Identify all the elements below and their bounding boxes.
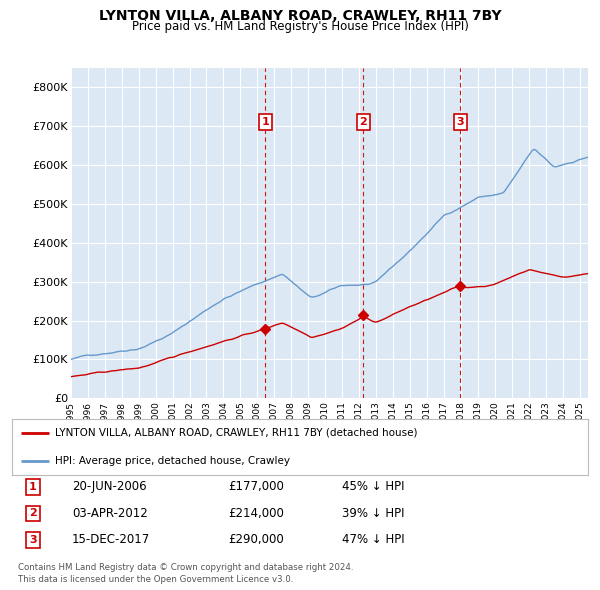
Text: LYNTON VILLA, ALBANY ROAD, CRAWLEY, RH11 7BY (detached house): LYNTON VILLA, ALBANY ROAD, CRAWLEY, RH11… xyxy=(55,428,418,438)
Text: This data is licensed under the Open Government Licence v3.0.: This data is licensed under the Open Gov… xyxy=(18,575,293,584)
Text: 2: 2 xyxy=(359,117,367,127)
Text: 1: 1 xyxy=(29,482,37,491)
Text: 20-JUN-2006: 20-JUN-2006 xyxy=(72,480,146,493)
Text: 15-DEC-2017: 15-DEC-2017 xyxy=(72,533,150,546)
Text: 3: 3 xyxy=(457,117,464,127)
Text: 1: 1 xyxy=(262,117,269,127)
Text: 45% ↓ HPI: 45% ↓ HPI xyxy=(342,480,404,493)
Text: 03-APR-2012: 03-APR-2012 xyxy=(72,507,148,520)
Text: 39% ↓ HPI: 39% ↓ HPI xyxy=(342,507,404,520)
Text: Contains HM Land Registry data © Crown copyright and database right 2024.: Contains HM Land Registry data © Crown c… xyxy=(18,563,353,572)
Text: £177,000: £177,000 xyxy=(228,480,284,493)
Text: 47% ↓ HPI: 47% ↓ HPI xyxy=(342,533,404,546)
Text: £290,000: £290,000 xyxy=(228,533,284,546)
Text: LYNTON VILLA, ALBANY ROAD, CRAWLEY, RH11 7BY: LYNTON VILLA, ALBANY ROAD, CRAWLEY, RH11… xyxy=(98,9,502,24)
Text: £214,000: £214,000 xyxy=(228,507,284,520)
Text: 2: 2 xyxy=(29,509,37,518)
Text: Price paid vs. HM Land Registry's House Price Index (HPI): Price paid vs. HM Land Registry's House … xyxy=(131,20,469,33)
Text: HPI: Average price, detached house, Crawley: HPI: Average price, detached house, Craw… xyxy=(55,456,290,466)
Text: 3: 3 xyxy=(29,535,37,545)
